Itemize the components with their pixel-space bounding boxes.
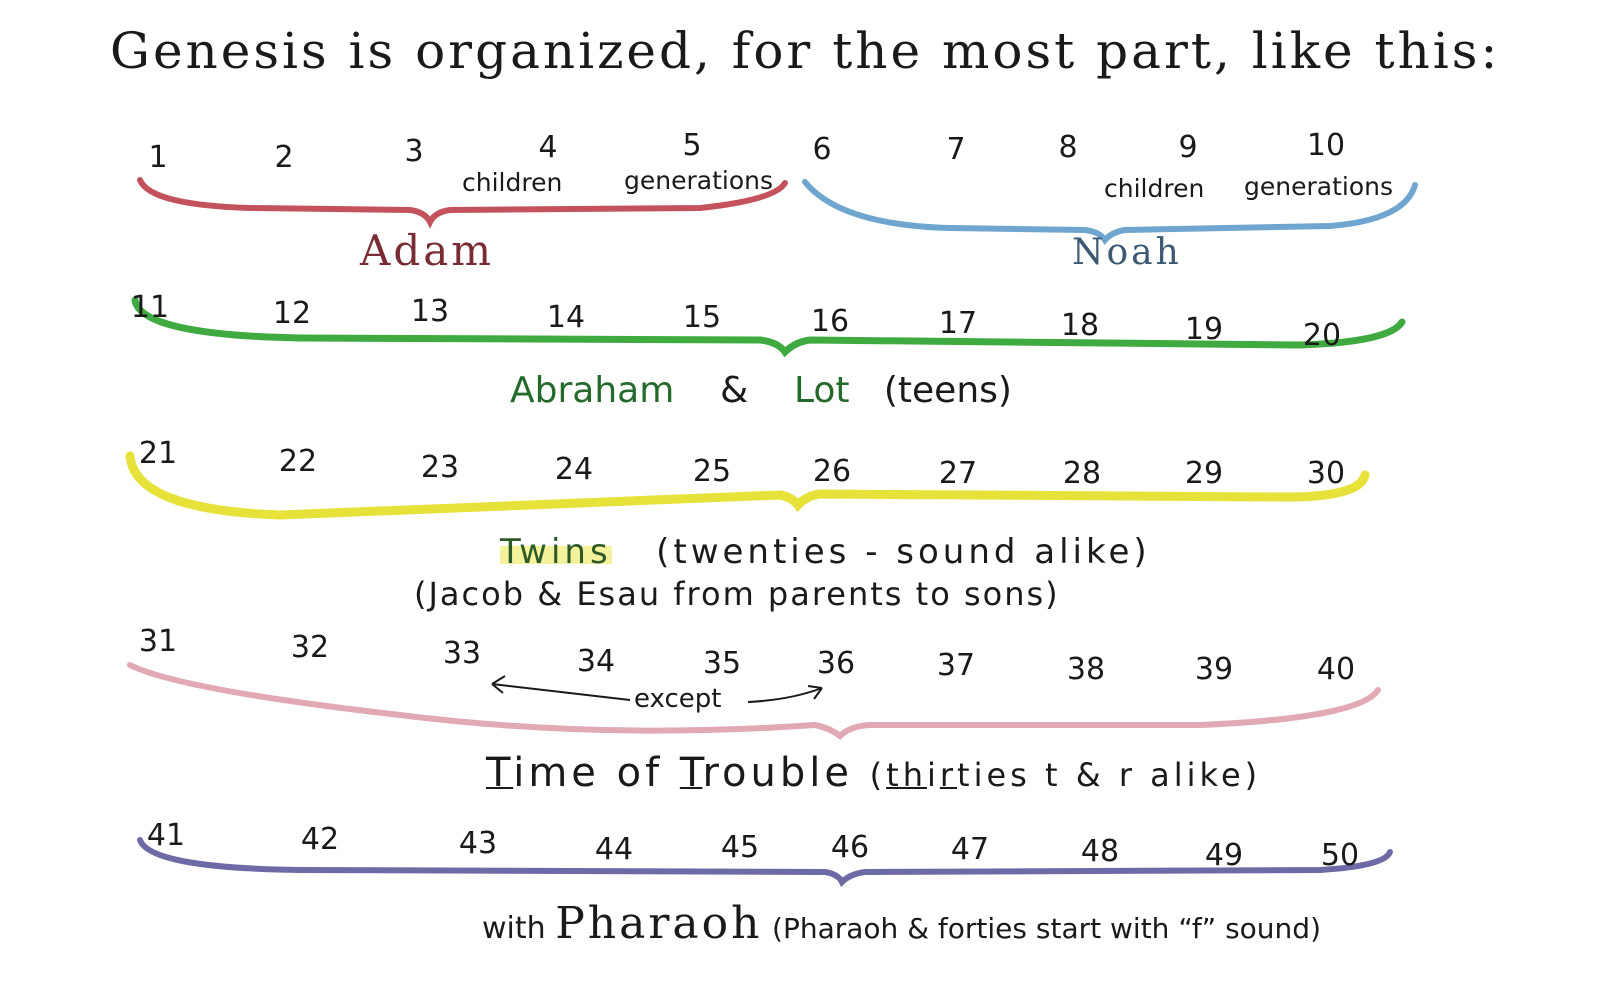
chapter-number: 25 bbox=[692, 454, 732, 489]
chapter-number: 3 bbox=[404, 134, 424, 169]
chapter-number: 8 bbox=[1058, 130, 1078, 165]
chapter-number: 41 bbox=[146, 818, 186, 853]
jacob-esau-note: (Jacob & Esau from parents to sons) bbox=[414, 575, 1060, 613]
chapter-number: 23 bbox=[420, 450, 460, 485]
chapter-number: 13 bbox=[410, 294, 450, 329]
twins-label-line: Twins (twenties - sound alike) bbox=[500, 532, 1151, 572]
underlined-r: r bbox=[939, 756, 958, 794]
chapter-number: 49 bbox=[1204, 838, 1244, 873]
with-text: with bbox=[482, 911, 546, 946]
underlined-t: T bbox=[486, 750, 514, 796]
underlined-th: th bbox=[886, 756, 927, 794]
forties-note: (Pharaoh & forties start with “f” sound) bbox=[772, 912, 1321, 945]
chapter-number: 9 bbox=[1178, 130, 1198, 165]
paren: ( bbox=[869, 756, 887, 794]
chapter-number: 24 bbox=[554, 452, 594, 487]
abraham-lot-brace bbox=[131, 296, 1406, 358]
chapter-number: 1 bbox=[148, 140, 168, 175]
chapter-number: 22 bbox=[278, 444, 318, 479]
t-r-alike-text: t & r alike) bbox=[1030, 756, 1262, 794]
except-label: except bbox=[634, 684, 722, 714]
chapter-number: 37 bbox=[936, 648, 976, 683]
chapter-number: 19 bbox=[1184, 312, 1224, 347]
chapter-number: 32 bbox=[290, 630, 330, 665]
pharaoh-label-line: with Pharaoh (Pharaoh & forties start wi… bbox=[482, 898, 1321, 949]
pharaoh-label: Pharaoh bbox=[555, 898, 763, 949]
chapter-number: 5 bbox=[682, 128, 702, 163]
chapter-number: 16 bbox=[810, 304, 850, 339]
twins-label: Twins bbox=[500, 532, 612, 572]
letter-i: i bbox=[926, 756, 940, 794]
chapter-number: 33 bbox=[442, 636, 482, 671]
chapter-number: 21 bbox=[138, 436, 178, 471]
chapter-number: 45 bbox=[720, 830, 760, 865]
chapter-number: 36 bbox=[816, 646, 856, 681]
chapter-number: 31 bbox=[138, 624, 178, 659]
time-of-trouble-label: Time of Trouble (thirties t & r alike) bbox=[486, 750, 1261, 796]
chapter-number: 29 bbox=[1184, 456, 1224, 491]
chapter-number: 43 bbox=[458, 826, 498, 861]
twins-brace bbox=[125, 451, 1370, 520]
chapter-number: 46 bbox=[830, 830, 870, 865]
thirties-note: (thirties t & r alike) bbox=[870, 756, 1261, 794]
chapter-number: 42 bbox=[300, 822, 340, 857]
chapter-number: 27 bbox=[938, 456, 978, 491]
trouble-brace bbox=[127, 662, 1381, 741]
underlined-t: T bbox=[679, 750, 703, 796]
abraham-lot-label: Abraham & Lot (teens) bbox=[510, 370, 1012, 411]
chapter-number: 2 bbox=[274, 140, 294, 175]
pharaoh-brace bbox=[137, 837, 1393, 888]
chapter-number: 4 bbox=[538, 130, 558, 165]
chapter-number: 50 bbox=[1320, 838, 1360, 873]
chapter-number: 44 bbox=[594, 832, 634, 867]
ties-text: ties bbox=[957, 756, 1031, 794]
page-title: Genesis is organized, for the most part,… bbox=[110, 22, 1501, 80]
twenties-note: (twenties - sound alike) bbox=[656, 532, 1151, 572]
chapter-number: 6 bbox=[812, 132, 832, 167]
adam-generations-note: generations bbox=[624, 166, 773, 195]
chapter-number: 40 bbox=[1316, 652, 1356, 687]
chapter-number: 20 bbox=[1302, 318, 1342, 353]
noah-children-note: children bbox=[1104, 174, 1205, 203]
except-right-arrow bbox=[747, 685, 823, 703]
chapter-number: 30 bbox=[1306, 456, 1346, 491]
except-left-arrow bbox=[491, 675, 631, 701]
noah-generations-note: generations bbox=[1244, 172, 1393, 201]
ampersand: & bbox=[720, 370, 749, 411]
chapter-number: 12 bbox=[272, 296, 312, 331]
chapter-number: 18 bbox=[1060, 308, 1100, 343]
lot-label: Lot bbox=[793, 370, 850, 411]
adam-children-note: children bbox=[462, 168, 563, 197]
chapter-number: 26 bbox=[812, 454, 852, 489]
chapter-number: 15 bbox=[682, 300, 722, 335]
chapter-number: 48 bbox=[1080, 834, 1120, 869]
noah-label: Noah bbox=[1072, 232, 1182, 273]
chapter-number: 38 bbox=[1066, 652, 1106, 687]
adam-brace bbox=[137, 177, 788, 229]
chapter-number: 10 bbox=[1306, 128, 1346, 163]
time-of-text: ime of bbox=[513, 750, 680, 796]
abraham-label: Abraham bbox=[510, 370, 675, 411]
chapter-number: 47 bbox=[950, 832, 990, 867]
chapter-number: 35 bbox=[702, 646, 742, 681]
noah-brace bbox=[802, 179, 1418, 246]
chapter-number: 17 bbox=[938, 306, 978, 341]
chapter-number: 7 bbox=[946, 132, 966, 167]
chapter-number: 14 bbox=[546, 300, 586, 335]
chapter-number: 28 bbox=[1062, 456, 1102, 491]
chapter-number: 11 bbox=[130, 290, 170, 325]
chapter-number: 39 bbox=[1194, 652, 1234, 687]
adam-label: Adam bbox=[360, 226, 495, 275]
chapter-number: 34 bbox=[576, 644, 616, 679]
teens-note: (teens) bbox=[883, 370, 1012, 411]
rouble-text: rouble bbox=[702, 750, 870, 796]
